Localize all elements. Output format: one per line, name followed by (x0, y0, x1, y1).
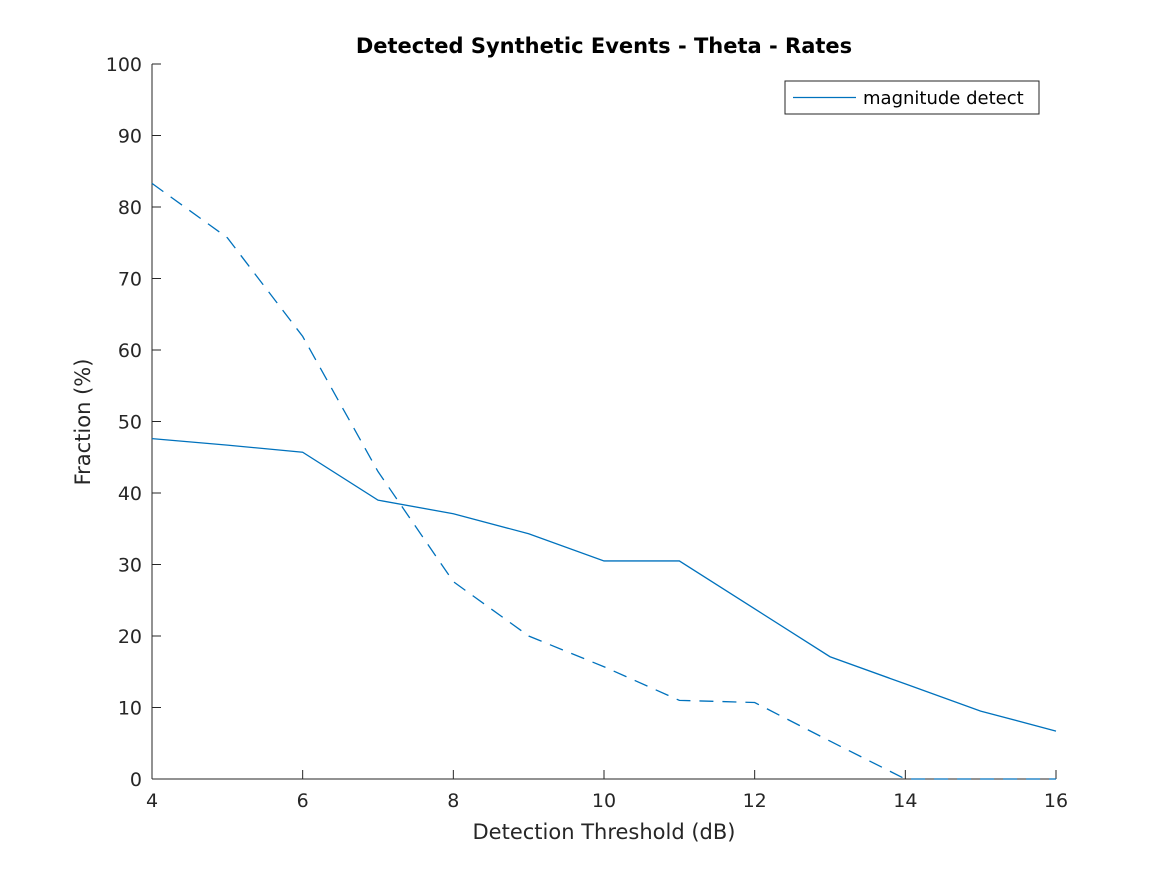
y-tick-label: 60 (118, 340, 142, 362)
y-tick-label: 80 (118, 197, 142, 219)
y-axis-label: Fraction (%) (71, 359, 95, 486)
x-tick-label: 10 (592, 790, 616, 812)
x-tick-label: 6 (297, 790, 309, 812)
x-axis-label: Detection Threshold (dB) (473, 820, 736, 844)
y-tick-label: 30 (118, 555, 142, 577)
y-tick-label: 10 (118, 698, 142, 720)
x-tick-label: 4 (146, 790, 158, 812)
y-tick-label: 40 (118, 483, 142, 505)
axes: 4 6 8 10 12 14 16 0 10 20 30 40 50 60 70 80 90 100 (106, 54, 1068, 812)
y-tick-label: 0 (130, 769, 142, 791)
legend: magnitude detect (784, 80, 1040, 115)
x-tick-label: 16 (1044, 790, 1068, 812)
y-tick-label: 70 (118, 269, 142, 291)
y-tick-label: 90 (118, 126, 142, 148)
x-tick-label: 8 (447, 790, 459, 812)
chart-title: Detected Synthetic Events - Theta - Rate… (356, 34, 852, 58)
series-layer (151, 182, 1057, 780)
y-tick-label: 100 (106, 54, 142, 76)
legend-entry-label: magnitude detect (863, 88, 1024, 109)
y-tick-label: 50 (118, 412, 142, 434)
x-tick-label: 14 (893, 790, 917, 812)
y-tick-label: 20 (118, 626, 142, 648)
series-line-magnitude-detect (151, 438, 1057, 732)
x-tick-label: 12 (743, 790, 767, 812)
series-line-dashed (151, 182, 1056, 780)
